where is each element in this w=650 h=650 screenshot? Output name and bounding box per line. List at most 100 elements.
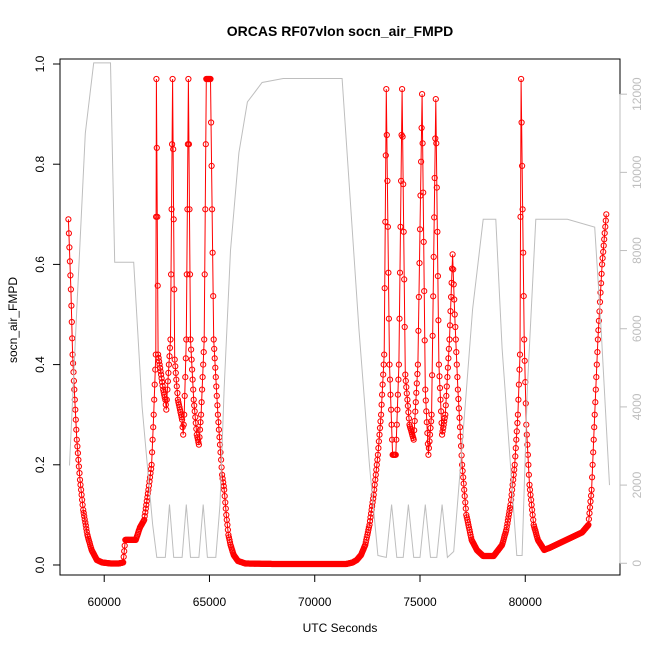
x-tick-label: 60000 [88, 595, 122, 609]
data-point [396, 269, 404, 276]
data-point [201, 271, 208, 278]
data-point [146, 474, 154, 481]
data-point [212, 374, 219, 381]
data-point [210, 336, 217, 343]
data-point [183, 271, 190, 278]
data-point [583, 523, 590, 530]
data-point [180, 421, 187, 428]
data-point [400, 181, 407, 188]
data-point [520, 249, 527, 256]
data-point [506, 504, 514, 512]
data-point [366, 518, 374, 525]
data-point [151, 381, 158, 388]
data-point [590, 449, 597, 456]
data-point [423, 419, 430, 426]
data-point [429, 332, 436, 339]
series-layer [65, 62, 610, 568]
data-point [515, 381, 523, 388]
data-point [414, 361, 421, 368]
data-point [211, 345, 218, 352]
data-point [213, 383, 220, 390]
data-point [525, 461, 532, 468]
data-point [383, 86, 390, 93]
data-point [430, 293, 437, 300]
data-point [141, 516, 148, 524]
data-point [405, 409, 412, 416]
data-point [462, 505, 469, 512]
data-point [186, 271, 194, 278]
data-point [443, 392, 450, 399]
data-point [80, 506, 87, 513]
x-axis-label: UTC Seconds [303, 621, 378, 635]
data-point [148, 461, 155, 468]
data-point [149, 436, 156, 443]
data-point [401, 323, 408, 331]
data-point [214, 402, 221, 409]
data-point [188, 346, 195, 353]
data-point [423, 408, 430, 415]
data-point [503, 523, 510, 530]
data-point [385, 269, 392, 276]
data-point [433, 184, 440, 191]
data-point [141, 513, 148, 520]
data-point [221, 486, 228, 493]
data-point [434, 228, 441, 235]
data-point [600, 242, 607, 249]
data-point [440, 424, 447, 432]
data-point [82, 519, 89, 526]
data-point [66, 258, 74, 265]
data-point [411, 417, 418, 425]
data-point [199, 374, 206, 381]
data-point [435, 317, 442, 324]
data-point [212, 364, 219, 371]
series-altitude [69, 62, 610, 559]
data-point [404, 396, 411, 403]
data-point [69, 351, 76, 358]
data-point [75, 463, 83, 470]
data-point [163, 396, 170, 403]
data-point [375, 438, 382, 445]
data-point [191, 408, 198, 415]
data-point [439, 428, 446, 435]
plot-frame [59, 58, 621, 576]
y2-tick-label: 4000 [630, 393, 644, 420]
data-point [164, 378, 171, 385]
data-point [437, 396, 444, 403]
data-point [380, 361, 387, 368]
data-point [592, 386, 599, 393]
data-point [219, 471, 226, 478]
data-point [591, 424, 598, 431]
data-point [399, 133, 406, 140]
data-point [197, 419, 204, 426]
data-point [172, 369, 179, 376]
data-point [599, 261, 606, 268]
data-point [170, 216, 177, 223]
data-point [602, 223, 609, 230]
data-point [462, 499, 469, 506]
data-point [441, 418, 448, 425]
data-point [454, 386, 461, 393]
data-point [72, 416, 79, 423]
data-point [201, 336, 208, 343]
data-point [121, 542, 128, 549]
data-point [514, 419, 521, 427]
data-point [190, 396, 197, 403]
y2-tick-label: 8000 [630, 237, 644, 264]
data-point [158, 375, 165, 382]
data-point [600, 248, 607, 255]
data-point [443, 383, 450, 390]
data-point [381, 285, 388, 292]
data-point [83, 525, 90, 532]
data-point [157, 364, 164, 371]
data-point [449, 265, 456, 272]
data-point [150, 411, 157, 418]
data-point [394, 391, 401, 398]
data-point [421, 288, 428, 295]
data-point [81, 513, 88, 520]
data-point [459, 461, 466, 468]
data-point [222, 505, 229, 512]
data-point [142, 505, 149, 512]
data-point [395, 376, 402, 383]
data-point [173, 376, 180, 383]
